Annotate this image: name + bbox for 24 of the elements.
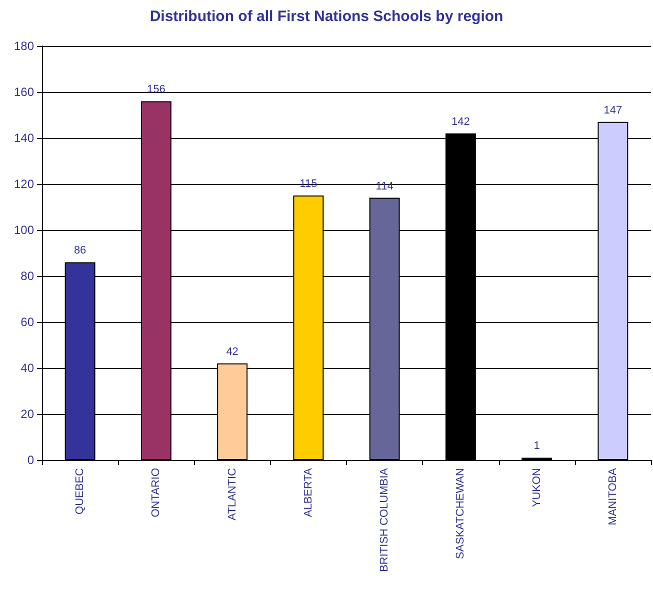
data-label: 86	[74, 244, 86, 257]
x-tick-label: ATLANTIC	[226, 468, 238, 520]
y-tick-label: 100	[14, 223, 34, 237]
data-label: 1	[534, 440, 540, 452]
y-tick-label: 120	[14, 177, 34, 191]
x-tick-label: QUEBEC	[74, 468, 86, 514]
y-tick-label: 0	[27, 453, 34, 467]
x-tick-label: MANITOBA	[606, 467, 619, 526]
y-tick-label: 20	[20, 407, 34, 421]
y-tick-label: 140	[14, 131, 34, 145]
x-tick-label: ONTARIO	[150, 468, 162, 518]
y-tick-label: 60	[20, 315, 34, 329]
y-tick-label: 180	[14, 39, 34, 53]
x-tick-label: YUKON	[530, 468, 543, 508]
data-label: 142	[452, 116, 470, 128]
chart-title: Distribution of all First Nations Schools by region	[150, 8, 504, 25]
data-label: 42	[226, 346, 238, 358]
y-tick-label: 40	[20, 361, 34, 375]
x-tick-label: SASKATCHEWAN	[454, 468, 467, 560]
y-tick-label: 160	[14, 85, 34, 99]
x-tick-label: ALBERTA	[302, 467, 314, 518]
y-tick-label: 80	[20, 269, 34, 283]
data-label: 147	[604, 104, 622, 116]
x-tick-label: BRITISH COLUMBIA	[378, 467, 391, 572]
